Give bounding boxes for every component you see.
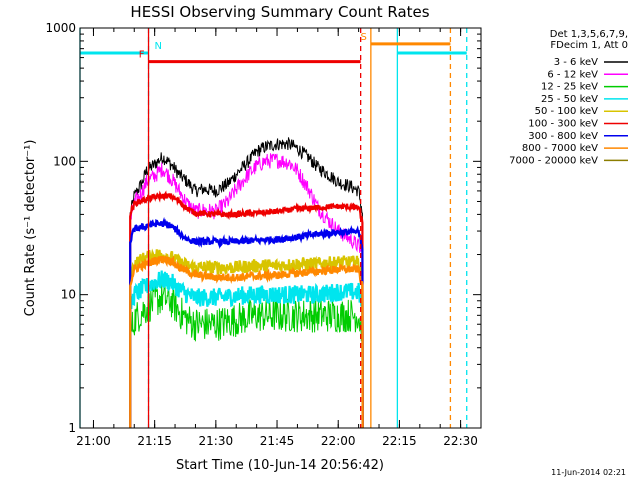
- x-axis-label: Start Time (10-Jun-14 20:56:42): [176, 458, 384, 473]
- x-tick-label: 21:30: [199, 434, 234, 448]
- chart-title: HESSI Observing Summary Count Rates: [130, 3, 429, 21]
- legend-entry-label: 25 - 50 keV: [541, 94, 598, 105]
- x-tick-label: 22:30: [443, 434, 478, 448]
- count-rate-chart: HESSI Observing Summary Count Rates NFS …: [0, 0, 640, 480]
- y-tick-label: 1000: [45, 21, 76, 35]
- timestamp: 11-Jun-2014 02:21: [551, 468, 626, 477]
- flag-label-2: F: [139, 50, 145, 61]
- x-tick-label: 22:00: [321, 434, 356, 448]
- flag-label-3: S: [360, 32, 366, 43]
- flag-label-0: N: [155, 41, 162, 52]
- legend-entry-label: 100 - 300 keV: [528, 119, 598, 130]
- legend-header: Det 1,3,5,6,7,9,: [550, 29, 628, 40]
- x-tick-label: 21:45: [260, 434, 295, 448]
- legend-entry-label: 6 - 12 keV: [547, 69, 598, 80]
- x-tick-label: 21:00: [76, 434, 111, 448]
- y-tick-label: 10: [61, 288, 76, 302]
- legend-entry-label: 50 - 100 keV: [535, 106, 599, 117]
- legend-entry-label: 800 - 7000 keV: [522, 143, 598, 154]
- x-tick-label: 22:15: [382, 434, 417, 448]
- legend-header: FDecim 1, Att 0: [550, 40, 628, 51]
- legend: Det 1,3,5,6,7,9,FDecim 1, Att 0 3 - 6 keV…: [509, 29, 628, 166]
- y-axis-label: Count Rate (s⁻¹ detector⁻¹): [23, 140, 38, 317]
- legend-entry-label: 7000 - 20000 keV: [509, 155, 598, 166]
- legend-entry-label: 300 - 800 keV: [528, 131, 598, 142]
- x-tick-label: 21:15: [137, 434, 172, 448]
- legend-entry-label: 3 - 6 keV: [554, 57, 598, 68]
- legend-entry-label: 12 - 25 keV: [541, 82, 598, 93]
- y-tick-label: 1: [68, 421, 76, 435]
- y-tick-label: 100: [53, 154, 76, 168]
